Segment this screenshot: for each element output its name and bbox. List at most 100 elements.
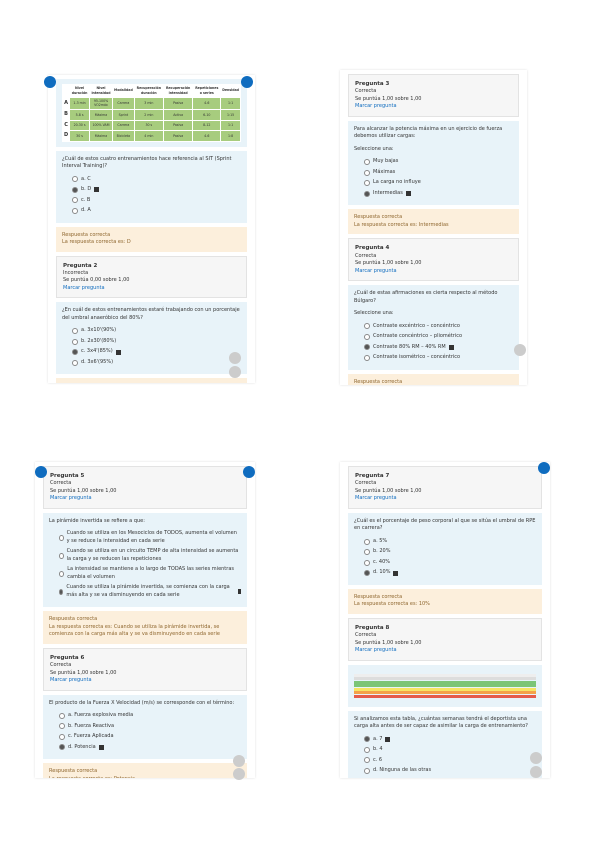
question-grade: Se puntúa 1,00 sobre 1,00 <box>355 95 422 102</box>
flag-question[interactable]: Marcar pregunta <box>355 267 397 274</box>
answer-option[interactable]: c. B <box>72 197 241 205</box>
scroll-top-button[interactable] <box>514 344 526 356</box>
table-header-cell <box>61 84 71 98</box>
answer-option[interactable]: c. 3x4'(85%) <box>72 348 241 356</box>
answer-option[interactable]: d. 3x6'(95%) <box>72 359 241 367</box>
table-header-cell: Recuperación intensidad <box>162 84 194 98</box>
heatmap-cell <box>354 673 367 677</box>
answer-text: Máximas <box>373 168 396 175</box>
answer-option[interactable]: Contraste isométrico – concéntrico <box>364 354 513 362</box>
answer-text: Cuando se utiliza la pirámide invertida,… <box>66 584 230 598</box>
answer-option[interactable]: La carga no influye <box>364 179 513 187</box>
answer-option[interactable]: Máximas <box>364 169 513 177</box>
radio <box>364 746 370 753</box>
radio <box>72 359 78 366</box>
question-status: Correcta <box>50 662 72 668</box>
heatmap-cell <box>497 673 510 677</box>
answer-option[interactable]: a. 3x10'(90%) <box>72 327 241 335</box>
radio <box>72 176 78 183</box>
answer-text: c. 3x4'(85%) <box>81 348 113 355</box>
table-header-cell: Densidad <box>220 84 241 98</box>
flag-question[interactable]: Marcar pregunta <box>355 103 397 110</box>
answer-option[interactable]: b. 4 <box>364 746 536 754</box>
help-button[interactable] <box>233 755 245 767</box>
heatmap-cell <box>393 694 406 698</box>
answer-option[interactable]: Cuando se utiliza en un circuito TEMP de… <box>59 548 241 563</box>
heatmap-cell <box>510 677 523 680</box>
scroll-top-button[interactable] <box>530 766 542 778</box>
table-cell: A <box>61 96 71 111</box>
answer-option[interactable]: Contraste 80% RM – 40% RM <box>364 344 513 352</box>
drawer-button[interactable] <box>241 76 253 88</box>
flag-question[interactable]: Marcar pregunta <box>50 677 92 683</box>
heatmap-cell <box>471 684 484 687</box>
scroll-top-button[interactable] <box>233 768 245 780</box>
answer-text: a. C <box>81 175 91 182</box>
feedback-title: Respuesta correcta <box>49 768 98 774</box>
answer-option[interactable]: b. 20% <box>364 548 536 556</box>
heatmap-cell <box>523 677 536 680</box>
answer-option[interactable]: c. 40% <box>364 559 536 567</box>
table-cell: Bicicleta <box>112 130 135 142</box>
answer-option[interactable]: c. 6 <box>364 757 536 765</box>
heatmap-cell <box>367 673 380 677</box>
answer-option[interactable]: Muy bajas <box>364 158 513 166</box>
heatmap-cell <box>419 684 432 687</box>
flag-question[interactable]: Marcar pregunta <box>355 495 397 502</box>
answer-option[interactable]: Intermedias <box>364 190 513 198</box>
drawer-button[interactable] <box>538 462 550 474</box>
answer-option[interactable]: d. 10% <box>364 569 536 577</box>
answer-option[interactable]: b. D <box>72 186 241 194</box>
table-cell: Máxima <box>88 109 114 121</box>
heatmap-cell <box>497 677 510 680</box>
answer-option[interactable]: a. 7 <box>364 736 536 744</box>
correct-icon <box>115 349 121 355</box>
flag-question[interactable]: Marcar pregunta <box>50 495 92 502</box>
heatmap-cell <box>484 673 497 677</box>
question-text: ¿En cuál de estos entrenamientos estaré … <box>62 307 240 321</box>
answer-option[interactable]: b. 2x30'(80%) <box>72 338 241 346</box>
answer-option[interactable]: Contraste excéntrico – concéntrico <box>364 323 513 331</box>
answer-option[interactable]: La intensidad se mantiene a lo largo de … <box>59 566 241 581</box>
help-button[interactable] <box>530 752 542 764</box>
drawer-button[interactable] <box>243 466 255 478</box>
heatmap-cell <box>406 680 419 684</box>
answer-option[interactable]: d. A <box>72 207 241 215</box>
feedback-title: Respuesta correcta <box>49 616 98 623</box>
answer-option[interactable]: a. 5% <box>364 538 536 546</box>
answer-option[interactable]: Cuando se utiliza en los Mesociclos de T… <box>59 530 241 545</box>
table-header-cell: Recuperación duración <box>133 84 164 98</box>
answer-option[interactable]: d. Ninguna de las otras <box>364 767 536 775</box>
table-cell: 4 min <box>133 130 164 142</box>
radio <box>59 744 65 751</box>
table-cell: B <box>61 109 71 121</box>
screenshot-panel: Pregunta 7 Correcta Se puntúa 1,00 sobre 1… <box>340 462 550 778</box>
scroll-top-button[interactable] <box>229 366 241 378</box>
help-button[interactable] <box>229 352 241 364</box>
answer-option[interactable]: Cuando se utiliza la pirámide invertida,… <box>59 584 241 599</box>
answer-text: b. 2x30'(80%) <box>81 337 117 344</box>
answer-option[interactable]: d. Potencia <box>59 744 241 752</box>
radio <box>59 552 64 559</box>
menu-button[interactable] <box>44 76 56 88</box>
radio <box>364 549 370 555</box>
question-grade: Se puntúa 0,00 sobre 1,00 <box>63 277 130 284</box>
answer-option[interactable]: a. C <box>72 176 241 184</box>
heatmap-cell <box>445 694 458 698</box>
radio <box>59 534 64 541</box>
feedback-title: Respuesta correcta <box>62 231 111 238</box>
table-cell: 1:1 <box>220 119 241 132</box>
flag-question[interactable]: Marcar pregunta <box>63 284 105 291</box>
table-cell: Máxima <box>88 130 114 142</box>
answer-option[interactable]: Contraste concéntrico – pliométrico <box>364 333 513 341</box>
table-cell: 1-3 min <box>69 96 90 111</box>
table-row: A 1-3 min 95-100% VO2máx Carrera 3 min Pasiva… <box>61 96 241 111</box>
answer-option[interactable]: b. Fuerza Reactiva <box>59 723 241 731</box>
answer-text: b. Fuerza Reactiva <box>68 722 115 729</box>
flag-question[interactable]: Marcar pregunta <box>355 647 397 653</box>
answer-label: Seleccione una: <box>354 310 394 316</box>
menu-button[interactable] <box>35 466 47 478</box>
table-cell: 8-12 <box>192 119 222 132</box>
answer-option[interactable]: c. Fuerza Aplicada <box>59 733 241 741</box>
answer-option[interactable]: a. Fuerza explosiva media <box>59 712 241 720</box>
